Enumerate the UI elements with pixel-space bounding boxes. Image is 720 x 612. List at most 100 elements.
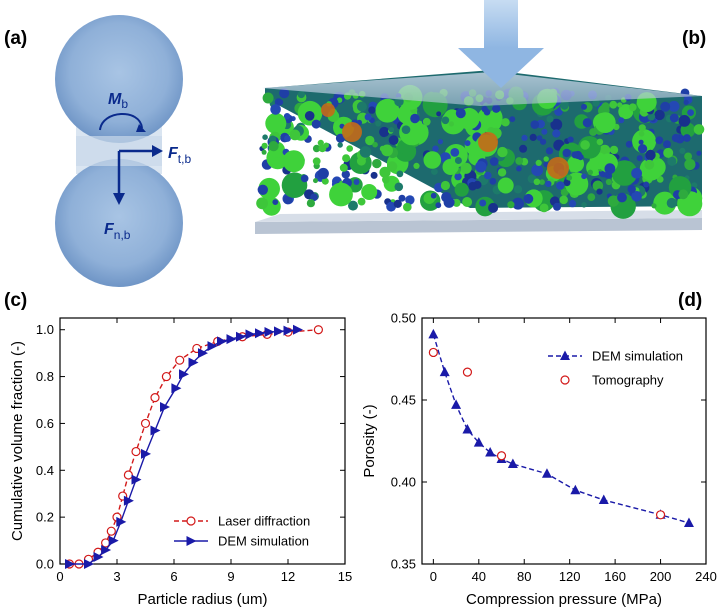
- data-point: [116, 516, 127, 527]
- particle: [422, 117, 431, 126]
- y-tick-label: 0.2: [36, 510, 54, 525]
- data-point: [171, 383, 182, 394]
- data-point: [131, 446, 141, 457]
- particle: [437, 139, 443, 145]
- x-tick-label: 40: [472, 569, 486, 584]
- data-point: [123, 495, 134, 506]
- particle: [342, 154, 351, 163]
- y-tick-label: 0.40: [391, 475, 416, 490]
- panel-label-a: (a): [4, 28, 27, 49]
- particle: [556, 181, 565, 190]
- particle: [643, 181, 650, 188]
- data-point: [84, 559, 94, 569]
- particle: [448, 121, 454, 127]
- particle: [356, 119, 362, 126]
- particle: [638, 124, 646, 132]
- data-point: [462, 367, 473, 377]
- data-point: [207, 341, 218, 352]
- particle: [484, 171, 492, 180]
- particle: [435, 202, 442, 209]
- particle: [281, 172, 308, 198]
- particle: [401, 125, 411, 134]
- panel-label-b: (b): [682, 28, 706, 49]
- legend-marker: [560, 375, 570, 385]
- particle: [605, 178, 613, 186]
- particle: [450, 148, 460, 157]
- particle: [283, 113, 291, 120]
- particle: [405, 195, 415, 205]
- particle: [492, 104, 501, 113]
- data-point: [65, 559, 75, 569]
- normal-force-label: Fn,b: [104, 221, 131, 242]
- particle: [638, 131, 645, 137]
- particle: [638, 139, 644, 145]
- x-tick-label: 6: [170, 569, 177, 584]
- particle: [577, 154, 584, 161]
- y-tick-label: 0.8: [36, 369, 54, 384]
- particle: [372, 158, 382, 169]
- particle: [375, 120, 382, 127]
- particle: [541, 128, 548, 135]
- particle: [277, 99, 284, 106]
- particle: [489, 177, 497, 185]
- particle: [478, 132, 498, 152]
- data-point: [570, 484, 581, 495]
- particle: [454, 182, 469, 197]
- particle: [545, 147, 554, 155]
- particle: [454, 172, 462, 181]
- particle: [581, 103, 587, 110]
- particle: [432, 145, 439, 152]
- particle: [261, 142, 268, 149]
- data-point: [141, 448, 151, 459]
- y-tick-label: 0.0: [36, 557, 54, 572]
- particle: [368, 106, 376, 114]
- data-point: [106, 526, 116, 536]
- data-point: [101, 544, 112, 555]
- x-tick-label: 3: [113, 569, 120, 584]
- x-axis-label: Particle radius (um): [137, 591, 267, 608]
- legend-label: Tomography: [592, 373, 664, 388]
- y-tick-label: 0.50: [391, 311, 416, 326]
- data-point: [428, 347, 438, 358]
- particle: [636, 155, 643, 162]
- particle: [370, 171, 378, 179]
- particle: [479, 199, 487, 207]
- x-tick-label: 12: [281, 569, 295, 584]
- particle: [313, 178, 318, 184]
- particle: [364, 113, 372, 121]
- particle: [638, 144, 648, 154]
- particle: [566, 175, 573, 181]
- particle: [678, 189, 689, 200]
- particle: [550, 118, 563, 131]
- data-point: [226, 334, 237, 345]
- particle: [455, 108, 466, 119]
- panel-label-c: (c): [4, 290, 27, 311]
- particle: [312, 157, 321, 166]
- particle: [647, 112, 656, 121]
- panel-label-d: (d): [678, 290, 702, 311]
- particle: [441, 116, 450, 125]
- x-tick-label: 9: [227, 569, 234, 584]
- particle: [668, 100, 680, 112]
- legend-marker: [186, 516, 196, 526]
- data-point: [160, 402, 170, 413]
- data-point: [274, 326, 284, 337]
- particle: [283, 195, 293, 205]
- particle: [289, 129, 301, 141]
- particle: [547, 157, 569, 179]
- particle: [489, 157, 499, 166]
- particle: [540, 138, 547, 145]
- x-tick-label: 15: [338, 569, 352, 584]
- particle: [356, 101, 367, 112]
- data-point: [428, 328, 439, 339]
- series-line: [69, 329, 298, 565]
- lower-sphere: [55, 159, 183, 287]
- particle: [361, 184, 378, 200]
- particle: [509, 116, 516, 122]
- data-point: [179, 369, 189, 380]
- particle: [601, 102, 610, 111]
- particle: [262, 134, 268, 140]
- particle: [372, 141, 378, 148]
- particle: [660, 101, 671, 112]
- x-tick-label: 200: [650, 569, 672, 584]
